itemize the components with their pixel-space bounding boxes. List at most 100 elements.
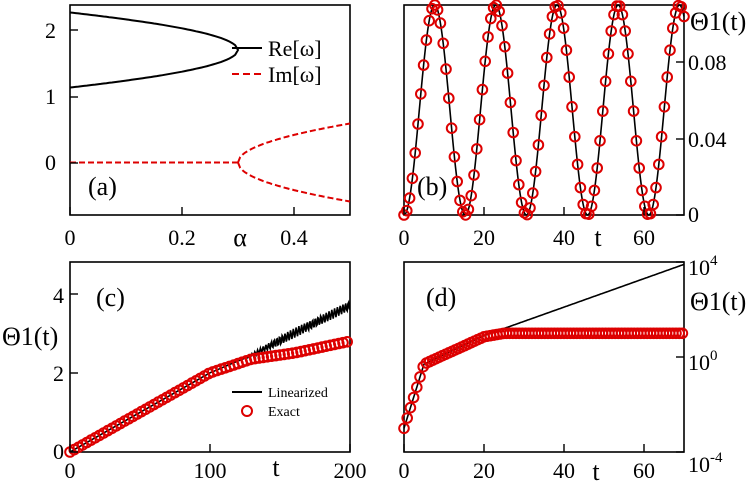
panel-b-exact-point bbox=[588, 184, 601, 197]
panel-b-exact-point bbox=[555, 7, 567, 19]
panel-b-exact-point bbox=[501, 67, 514, 79]
panel-b-exact-point bbox=[499, 40, 511, 53]
panel-b-exact-point bbox=[535, 109, 548, 122]
panel-b-exact-point bbox=[417, 59, 430, 71]
panel-b-exact-point bbox=[485, 12, 497, 25]
panel-b-exact-point bbox=[585, 200, 598, 213]
panel-a-legend: Re[ω] Im[ω] bbox=[232, 36, 322, 87]
panel-b-exact-point bbox=[633, 162, 646, 174]
panel-d-ytick-mid: 100 bbox=[688, 348, 718, 375]
panel-a-ytick-2: 2 bbox=[45, 18, 56, 43]
panel-d-ytick-top: 104 bbox=[688, 253, 718, 280]
panel-b-exact-point bbox=[574, 181, 587, 194]
panel-b-exact-point bbox=[678, 10, 690, 23]
panel-b-exact-point bbox=[552, 0, 564, 12]
panel-b-exact-point bbox=[457, 206, 469, 218]
panel-b-exact-point bbox=[650, 181, 662, 194]
panel-c-ylabel: Θ1(t) bbox=[2, 322, 58, 351]
panel-d-exact-point bbox=[414, 371, 426, 383]
panel-b-ytick-1: 0.04 bbox=[688, 127, 727, 152]
panel-d-exact-point bbox=[411, 381, 423, 394]
panel-b-exact-point bbox=[431, 4, 444, 16]
panel-a-legend-im: Im[ω] bbox=[268, 62, 322, 87]
panel-d: 0 20 40 60 104 100 10-4 t Θ1(t) (d) bbox=[398, 253, 746, 486]
panel-b-exact-point bbox=[616, 8, 629, 21]
panel-b-exact-point bbox=[451, 175, 464, 188]
panel-b-exact-point bbox=[636, 184, 648, 197]
panel-b-frame bbox=[403, 4, 685, 216]
panel-d-exact-point bbox=[676, 327, 689, 340]
panel-d-yticks: 104 100 10-4 bbox=[676, 253, 723, 477]
panel-b-exact-point bbox=[479, 55, 492, 68]
panel-b-label: (b) bbox=[417, 172, 447, 201]
panel-b-exact-point bbox=[647, 198, 660, 211]
panel-c-xtick-1: 100 bbox=[194, 458, 227, 483]
panel-c-ytick-0: 0 bbox=[53, 439, 64, 464]
panel-b-exact-point bbox=[476, 83, 489, 96]
panel-b-exact-point bbox=[459, 209, 472, 221]
panel-b-ytick-2: 0.08 bbox=[688, 50, 727, 75]
panel-b-exact-point bbox=[597, 105, 609, 117]
panel-a-xtick-1: 0.2 bbox=[168, 225, 196, 250]
panel-b-exact-point bbox=[529, 165, 542, 178]
panel-b-exact-point bbox=[510, 154, 522, 167]
panel-b-exact-point bbox=[667, 22, 679, 35]
panel-b-exact-point bbox=[412, 118, 424, 130]
panel-b-exact-point bbox=[490, 0, 503, 11]
panel-d-exact-point bbox=[407, 391, 420, 404]
panel-b-exact-point bbox=[557, 22, 570, 35]
panel-b-exact-point bbox=[473, 113, 486, 126]
panel-b-yticks: 0.08 0.04 0 bbox=[676, 50, 727, 227]
panel-b-exact-point bbox=[627, 105, 640, 117]
panel-b-exact-point bbox=[465, 189, 478, 202]
panel-b-exact-point bbox=[661, 71, 674, 83]
panel-a-im-omega-upper bbox=[237, 122, 351, 163]
panel-a-ytick-0: 0 bbox=[45, 150, 56, 175]
panel-b-exact-point bbox=[625, 75, 637, 88]
panel-d-curves bbox=[398, 263, 689, 435]
panel-d-xtick-2: 40 bbox=[553, 458, 575, 483]
panel-b-exact-point bbox=[602, 48, 615, 60]
panel-b-exact-point bbox=[658, 101, 671, 113]
panel-b-exact-point bbox=[622, 48, 634, 60]
panel-c-xticks: 0 100 200 bbox=[65, 444, 367, 483]
panel-c-exact-point bbox=[278, 348, 291, 361]
panel-d-xtick-3: 60 bbox=[633, 458, 655, 483]
panel-b-exact-point bbox=[560, 44, 573, 57]
panel-a-im-omega-lower bbox=[237, 162, 351, 203]
panel-b-exact-point bbox=[538, 79, 550, 92]
panel-b-exact-point bbox=[415, 88, 427, 100]
panel-c-curves bbox=[64, 299, 354, 458]
panel-b-exact-point bbox=[664, 44, 676, 57]
panel-a-yticks: 2 1 0 bbox=[45, 18, 78, 175]
panel-b-exact-point bbox=[571, 158, 584, 171]
panel-d-exact-point bbox=[401, 412, 414, 424]
panel-b-exact-point bbox=[409, 147, 422, 159]
panel-b-exact-point bbox=[507, 126, 520, 139]
panel-b-exact-point bbox=[653, 158, 665, 171]
panel-b-exact-point bbox=[445, 122, 458, 134]
panel-a-xticks: 0 0.2 0.4 bbox=[65, 207, 308, 250]
panel-b-exact-point bbox=[655, 130, 668, 143]
panel-d-label: (d) bbox=[426, 283, 456, 312]
panel-c-ytick-2: 4 bbox=[53, 283, 64, 308]
panel-c-exact-point bbox=[270, 349, 282, 362]
panel-c-xlabel: t bbox=[272, 453, 280, 482]
panel-d-ylabel: Θ1(t) bbox=[690, 287, 746, 316]
panel-b-exact-point bbox=[437, 37, 450, 50]
panel-c-xtick-0: 0 bbox=[65, 458, 76, 483]
panel-b-linearized-curve bbox=[403, 4, 685, 216]
panel-a-re-omega-curve bbox=[69, 11, 240, 89]
panel-d-xtick-1: 20 bbox=[473, 458, 495, 483]
panel-b-exact-point bbox=[599, 75, 612, 88]
panel-b-exact-point bbox=[563, 71, 576, 83]
panel-c-xtick-2: 200 bbox=[334, 458, 367, 483]
panel-a-legend-re: Re[ω] bbox=[268, 36, 322, 61]
panel-b-exact-point bbox=[423, 14, 436, 27]
panel-b-exact-point bbox=[513, 178, 525, 191]
panel-c-exact-point bbox=[274, 349, 286, 361]
panel-b-exact-point bbox=[448, 151, 461, 163]
panel-b-exact-point bbox=[591, 162, 604, 174]
panel-a: 0 0.2 0.4 2 1 0 α (a) Re[ω] Im[ω] bbox=[45, 4, 351, 252]
